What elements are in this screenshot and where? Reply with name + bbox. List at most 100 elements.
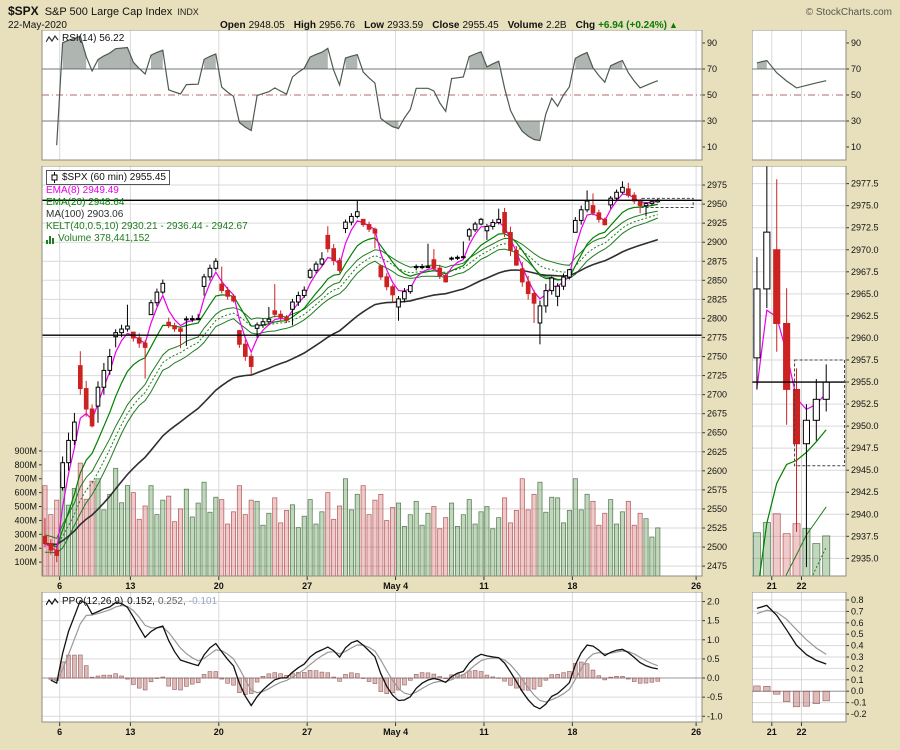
svg-text:6: 6 xyxy=(57,581,62,591)
open-value: 2948.05 xyxy=(248,20,285,31)
svg-text:900M: 900M xyxy=(14,446,37,456)
svg-text:2725: 2725 xyxy=(707,371,727,381)
svg-text:21: 21 xyxy=(767,581,777,591)
ema20-legend-label: EMA(20) 2948.64 xyxy=(46,197,125,208)
svg-text:2800: 2800 xyxy=(707,313,727,323)
svg-text:300M: 300M xyxy=(14,529,37,539)
svg-text:2600: 2600 xyxy=(707,466,727,476)
svg-text:-1.0: -1.0 xyxy=(707,711,723,721)
svg-text:0.0: 0.0 xyxy=(707,673,720,683)
svg-text:-0.1: -0.1 xyxy=(851,698,867,708)
ppo-line-value: 0.152, xyxy=(127,596,155,607)
svg-text:2947.5: 2947.5 xyxy=(851,443,879,453)
chart-date: 22-May-2020 xyxy=(8,20,67,31)
svg-text:6: 6 xyxy=(57,727,62,737)
svg-text:2965.0: 2965.0 xyxy=(851,289,879,299)
svg-text:0.5: 0.5 xyxy=(851,629,864,639)
svg-text:0.1: 0.1 xyxy=(851,675,864,685)
svg-text:2970.0: 2970.0 xyxy=(851,245,879,255)
svg-text:2650: 2650 xyxy=(707,428,727,438)
ppo-histogram-value: -0.101 xyxy=(188,596,218,607)
rsi-panel[interactable]: 90 70 50 30 10 xyxy=(8,30,748,162)
svg-text:2957.5: 2957.5 xyxy=(851,355,879,365)
svg-text:1.5: 1.5 xyxy=(707,616,720,626)
ticker-symbol: $SPX xyxy=(8,4,39,18)
svg-text:2500: 2500 xyxy=(707,542,727,552)
ppo-legend-label: PPO(12,26,9) xyxy=(62,596,124,607)
ppo-signal-value: 0.252, xyxy=(157,596,186,607)
svg-text:2942.5: 2942.5 xyxy=(851,487,879,497)
svg-text:2950: 2950 xyxy=(707,199,727,209)
rsi-legend: RSI(14) 56.22 xyxy=(46,33,124,45)
svg-text:-0.2: -0.2 xyxy=(851,709,867,719)
svg-text:500M: 500M xyxy=(14,502,37,512)
svg-text:2750: 2750 xyxy=(707,352,727,362)
svg-text:26: 26 xyxy=(691,727,701,737)
squiggle-line-icon xyxy=(46,34,59,42)
svg-text:2475: 2475 xyxy=(707,561,727,571)
svg-text:20: 20 xyxy=(214,581,224,591)
svg-text:2967.5: 2967.5 xyxy=(851,267,879,277)
svg-text:600M: 600M xyxy=(14,488,37,498)
open-label: Open xyxy=(220,20,246,31)
copyright-label: © StockCharts.com xyxy=(805,7,892,18)
svg-text:2925: 2925 xyxy=(707,218,727,228)
svg-text:2940.0: 2940.0 xyxy=(851,509,879,519)
squiggle-line-icon xyxy=(46,597,59,605)
change-up-arrow-icon: ▲ xyxy=(669,20,678,30)
svg-text:-0.5: -0.5 xyxy=(707,692,723,702)
svg-text:11: 11 xyxy=(479,727,489,737)
quote-strip: Open 2948.05 High 2956.76 Low 2933.59 Close… xyxy=(220,20,687,31)
svg-text:50: 50 xyxy=(851,90,861,100)
svg-text:2975: 2975 xyxy=(707,180,727,190)
svg-text:13: 13 xyxy=(125,581,135,591)
svg-text:800M: 800M xyxy=(14,460,37,470)
svg-text:2937.5: 2937.5 xyxy=(851,531,879,541)
svg-text:18: 18 xyxy=(567,727,577,737)
price-zoom-panel[interactable]: 21 22 2977.5 2975.0 2972.5 2970.0 2967.5 2965.0… xyxy=(752,166,896,593)
svg-text:10: 10 xyxy=(707,142,717,152)
svg-text:10: 10 xyxy=(851,142,861,152)
svg-text:0.0: 0.0 xyxy=(851,686,864,696)
svg-text:May 4: May 4 xyxy=(383,581,408,591)
svg-text:50: 50 xyxy=(707,90,717,100)
svg-text:2850: 2850 xyxy=(707,275,727,285)
ppo-zoom-panel[interactable]: 21 22 0.80.7 0.60.5 0.40.30.2 0.10.0 -0.1-0.2 xyxy=(752,592,896,739)
high-label: High xyxy=(293,20,316,31)
keltner-legend-label: KELT(40,0.5,10) 2930.21 - 2936.44 - 2942… xyxy=(46,221,248,232)
ppo-panel[interactable]: 6 13 20 27 May 4 11 18 26 2.0 1.5 1.0 0.5 0.0 -0.5 -1.… xyxy=(8,592,748,739)
svg-text:2900: 2900 xyxy=(707,237,727,247)
candlestick-icon xyxy=(51,172,58,183)
volume-value: 2.2B xyxy=(546,20,567,31)
close-value: 2955.45 xyxy=(462,20,499,31)
volume-bars-icon xyxy=(46,236,54,244)
svg-text:0.2: 0.2 xyxy=(851,663,864,673)
svg-text:21: 21 xyxy=(767,727,777,737)
svg-text:700M: 700M xyxy=(14,474,37,484)
svg-text:2550: 2550 xyxy=(707,504,727,514)
svg-text:2952.5: 2952.5 xyxy=(851,399,879,409)
svg-text:20: 20 xyxy=(214,727,224,737)
svg-text:0.8: 0.8 xyxy=(851,595,864,605)
svg-text:2775: 2775 xyxy=(707,332,727,342)
svg-text:0.4: 0.4 xyxy=(851,641,864,651)
price-panel[interactable]: 6 13 20 27 May 4 11 18 26 900M 800M 700M 600M 500M 40… xyxy=(8,166,748,593)
svg-text:27: 27 xyxy=(302,581,312,591)
svg-text:2825: 2825 xyxy=(707,294,727,304)
svg-text:2977.5: 2977.5 xyxy=(851,179,879,189)
svg-text:27: 27 xyxy=(302,727,312,737)
chg-label: Chg xyxy=(575,20,596,31)
svg-text:90: 90 xyxy=(707,38,717,48)
svg-text:2962.5: 2962.5 xyxy=(851,311,879,321)
symbol-legend-label: $SPX (60 min) 2955.45 xyxy=(62,171,166,183)
ppo-legend: PPO(12,26,9) 0.152, 0.252, -0.101 xyxy=(46,596,217,608)
svg-text:2.0: 2.0 xyxy=(707,597,720,607)
svg-text:22: 22 xyxy=(796,727,806,737)
rsi-zoom-panel[interactable]: 90 70 50 30 10 xyxy=(752,30,896,162)
svg-text:70: 70 xyxy=(851,64,861,74)
svg-text:200M: 200M xyxy=(14,543,37,553)
svg-text:2955.0: 2955.0 xyxy=(851,377,879,387)
svg-text:22: 22 xyxy=(796,581,806,591)
svg-text:13: 13 xyxy=(125,727,135,737)
